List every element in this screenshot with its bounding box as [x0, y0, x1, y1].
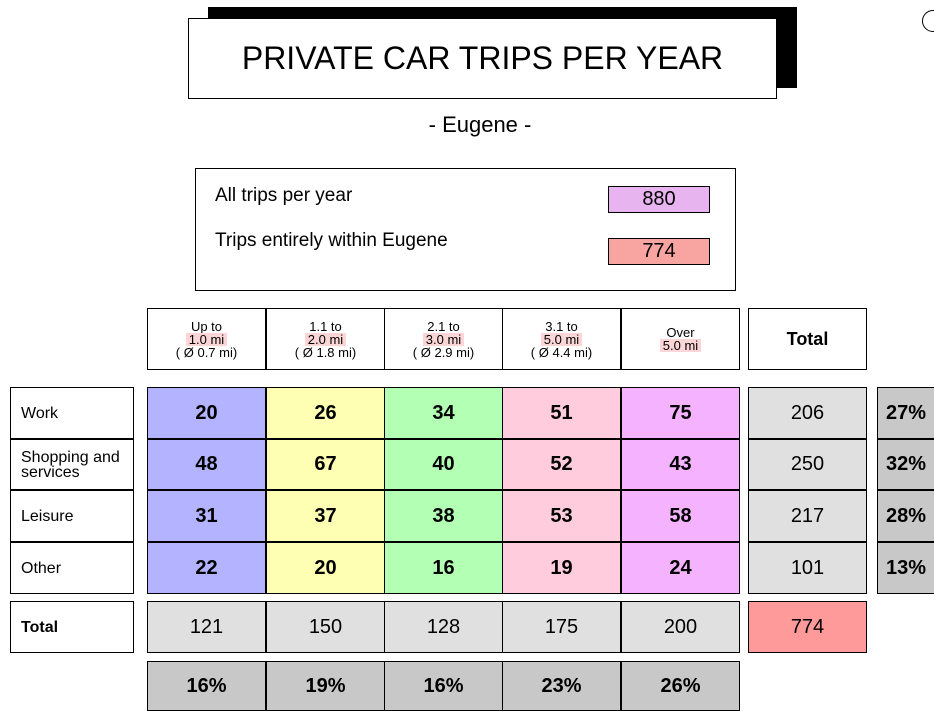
column-total: 175	[502, 601, 621, 653]
column-header: Up to 1.0 mi( Ø 0.7 mi)	[147, 308, 266, 370]
title: PRIVATE CAR TRIPS PER YEAR	[241, 40, 724, 76]
column-header: Over 5.0 mi	[621, 308, 740, 370]
total-header: Total	[748, 308, 867, 370]
row-total: 206	[748, 387, 867, 439]
column-header-line: 3.0 mi	[422, 332, 465, 346]
cell: 75	[621, 387, 740, 439]
column-header-line: 2.1 to	[427, 318, 460, 334]
row-total: 101	[748, 542, 867, 594]
column-total: 150	[266, 601, 385, 653]
cell: 58	[621, 490, 740, 542]
summary-value: 774	[608, 238, 710, 265]
summary-box	[195, 168, 736, 291]
cell: 67	[266, 439, 385, 490]
row-label: Other	[10, 542, 134, 594]
column-header: 3.1 to 5.0 mi( Ø 4.4 mi)	[502, 308, 621, 370]
column-share: 26%	[621, 661, 740, 711]
cell: 19	[502, 542, 621, 594]
row-share: 13%	[877, 542, 934, 594]
cell: 43	[621, 439, 740, 490]
column-share: 16%	[147, 661, 266, 711]
title-box: PRIVATE CAR TRIPS PER YEAR	[188, 18, 777, 99]
column-header-line: 5.0 mi	[659, 339, 702, 352]
column-header: 2.1 to 3.0 mi( Ø 2.9 mi)	[384, 308, 503, 370]
summary-label: All trips per year	[215, 185, 353, 206]
column-total: 121	[147, 601, 266, 653]
column-header-line: ( Ø 1.8 mi)	[294, 344, 357, 360]
grand-total: 774	[748, 601, 867, 653]
corner-icon	[922, 10, 934, 32]
row-total: 217	[748, 490, 867, 542]
column-total: 200	[621, 601, 740, 653]
column-header-line: 2.0 mi	[304, 332, 347, 346]
row-share: 32%	[877, 439, 934, 490]
cell: 20	[147, 387, 266, 439]
summary-value: 880	[608, 186, 710, 213]
column-header-line: Up to	[190, 318, 223, 334]
row-total: 250	[748, 439, 867, 490]
row-share: 28%	[877, 490, 934, 542]
cell: 16	[384, 542, 503, 594]
cell: 31	[147, 490, 266, 542]
cell: 22	[147, 542, 266, 594]
column-header-line: ( Ø 2.9 mi)	[412, 344, 475, 360]
column-header-line: 1.1 to	[309, 318, 342, 334]
cell: 53	[502, 490, 621, 542]
column-header-line: Over	[666, 325, 695, 340]
row-share: 27%	[877, 387, 934, 439]
cell: 48	[147, 439, 266, 490]
column-share: 23%	[502, 661, 621, 711]
cell: 37	[266, 490, 385, 542]
cell: 20	[266, 542, 385, 594]
totals-label: Total	[10, 601, 134, 653]
column-header-line: 1.0 mi	[185, 332, 228, 346]
cell: 38	[384, 490, 503, 542]
row-label: Shopping and services	[10, 439, 134, 490]
subtitle: - Eugene -	[428, 112, 532, 137]
cell: 26	[266, 387, 385, 439]
column-header-line: ( Ø 0.7 mi)	[175, 344, 238, 360]
cell: 52	[502, 439, 621, 490]
cell: 34	[384, 387, 503, 439]
column-share: 16%	[384, 661, 503, 711]
row-label: Work	[10, 387, 134, 439]
row-label: Leisure	[10, 490, 134, 542]
column-share: 19%	[266, 661, 385, 711]
column-total: 128	[384, 601, 503, 653]
summary-label: Trips entirely within Eugene	[215, 230, 448, 251]
column-header-line: 5.0 mi	[540, 332, 583, 346]
cell: 51	[502, 387, 621, 439]
column-header-line: 3.1 to	[545, 318, 578, 334]
column-header-line: ( Ø 4.4 mi)	[530, 344, 593, 360]
cell: 40	[384, 439, 503, 490]
cell: 24	[621, 542, 740, 594]
column-header: 1.1 to 2.0 mi( Ø 1.8 mi)	[266, 308, 385, 370]
